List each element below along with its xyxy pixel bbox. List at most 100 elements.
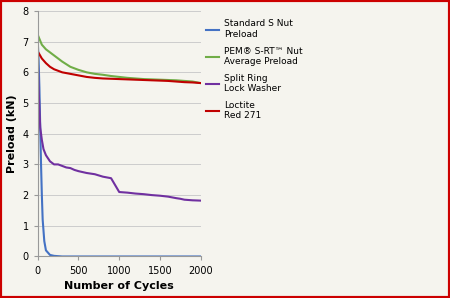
Loctite
Red 271	[76, 74, 81, 77]
Standard S Nut
Preload	[92, 255, 98, 258]
Standard S Nut
Preload	[198, 255, 203, 258]
Standard S Nut
Preload	[55, 254, 61, 258]
Loctite
Red 271	[182, 80, 187, 84]
Loctite
Red 271	[166, 79, 171, 83]
PEM® S-RT™ Nut
Average Preload	[190, 80, 195, 83]
PEM® S-RT™ Nut
Average Preload	[182, 79, 187, 83]
Loctite
Red 271	[92, 76, 98, 80]
Loctite
Red 271	[174, 80, 179, 83]
Split Ring
Lock Washer	[76, 169, 81, 173]
Split Ring
Lock Washer	[47, 159, 53, 163]
PEM® S-RT™ Nut
Average Preload	[198, 81, 203, 85]
PEM® S-RT™ Nut
Average Preload	[68, 65, 73, 69]
Split Ring
Lock Washer	[100, 175, 106, 179]
Standard S Nut
Preload	[84, 255, 90, 258]
Standard S Nut
Preload	[68, 255, 73, 258]
Split Ring
Lock Washer	[174, 196, 179, 200]
PEM® S-RT™ Nut
Average Preload	[174, 78, 179, 82]
Split Ring
Lock Washer	[36, 86, 41, 89]
Loctite
Red 271	[133, 78, 138, 81]
Standard S Nut
Preload	[157, 255, 162, 258]
Loctite
Red 271	[84, 75, 90, 79]
Split Ring
Lock Washer	[43, 153, 49, 157]
Standard S Nut
Preload	[43, 249, 49, 252]
Standard S Nut
Preload	[47, 253, 53, 257]
Loctite
Red 271	[117, 77, 122, 81]
Split Ring
Lock Washer	[182, 198, 187, 201]
Loctite
Red 271	[51, 67, 57, 71]
Standard S Nut
Preload	[133, 255, 138, 258]
Split Ring
Lock Washer	[149, 193, 154, 197]
Y-axis label: Preload (kN): Preload (kN)	[7, 94, 17, 173]
Split Ring
Lock Washer	[190, 198, 195, 202]
PEM® S-RT™ Nut
Average Preload	[157, 78, 162, 81]
Split Ring
Lock Washer	[37, 107, 42, 111]
PEM® S-RT™ Nut
Average Preload	[59, 60, 65, 63]
PEM® S-RT™ Nut
Average Preload	[39, 43, 45, 46]
PEM® S-RT™ Nut
Average Preload	[51, 54, 57, 57]
PEM® S-RT™ Nut
Average Preload	[149, 77, 154, 81]
Split Ring
Lock Washer	[41, 147, 46, 151]
Standard S Nut
Preload	[35, 40, 40, 44]
Standard S Nut
Preload	[37, 126, 43, 129]
Split Ring
Lock Washer	[198, 199, 203, 202]
Loctite
Red 271	[141, 78, 146, 82]
Split Ring
Lock Washer	[141, 193, 146, 196]
Standard S Nut
Preload	[39, 193, 45, 197]
PEM® S-RT™ Nut
Average Preload	[100, 73, 106, 77]
Legend: Standard S Nut
Preload, PEM® S-RT™ Nut
Average Preload, Split Ring
Lock Washer, : Standard S Nut Preload, PEM® S-RT™ Nut A…	[202, 16, 306, 124]
Standard S Nut
Preload	[59, 255, 65, 258]
Split Ring
Lock Washer	[166, 195, 171, 198]
PEM® S-RT™ Nut
Average Preload	[117, 75, 122, 79]
Split Ring
Lock Washer	[35, 55, 40, 59]
Split Ring
Lock Washer	[133, 192, 138, 195]
Standard S Nut
Preload	[117, 255, 122, 258]
Loctite
Red 271	[125, 77, 130, 81]
Split Ring
Lock Washer	[39, 138, 45, 142]
PEM® S-RT™ Nut
Average Preload	[133, 77, 138, 80]
Standard S Nut
Preload	[41, 239, 47, 243]
Split Ring
Lock Washer	[51, 163, 57, 166]
Split Ring
Lock Washer	[125, 191, 130, 194]
Standard S Nut
Preload	[36, 58, 41, 62]
Line: Split Ring
Lock Washer: Split Ring Lock Washer	[38, 57, 201, 201]
Split Ring
Lock Washer	[63, 166, 69, 169]
Loctite
Red 271	[100, 77, 106, 80]
Loctite
Red 271	[198, 81, 203, 85]
Loctite
Red 271	[59, 71, 65, 74]
Standard S Nut
Preload	[63, 255, 69, 258]
Line: Standard S Nut
Preload: Standard S Nut Preload	[38, 42, 201, 257]
PEM® S-RT™ Nut
Average Preload	[108, 74, 114, 78]
Loctite
Red 271	[43, 61, 49, 65]
X-axis label: Number of Cycles: Number of Cycles	[64, 281, 174, 291]
Loctite
Red 271	[149, 78, 154, 82]
Loctite
Red 271	[68, 72, 73, 76]
Split Ring
Lock Washer	[178, 197, 183, 201]
Split Ring
Lock Washer	[37, 126, 43, 129]
PEM® S-RT™ Nut
Average Preload	[92, 72, 98, 76]
PEM® S-RT™ Nut
Average Preload	[141, 77, 146, 81]
Split Ring
Lock Washer	[68, 166, 73, 170]
Split Ring
Lock Washer	[59, 164, 65, 168]
Split Ring
Lock Washer	[84, 171, 90, 175]
PEM® S-RT™ Nut
Average Preload	[76, 68, 81, 72]
Loctite
Red 271	[39, 57, 45, 60]
Standard S Nut
Preload	[37, 86, 42, 89]
Split Ring
Lock Washer	[55, 163, 61, 166]
PEM® S-RT™ Nut
Average Preload	[43, 47, 49, 51]
PEM® S-RT™ Nut
Average Preload	[35, 33, 40, 37]
PEM® S-RT™ Nut
Average Preload	[166, 78, 171, 82]
Standard S Nut
Preload	[38, 163, 44, 166]
Standard S Nut
Preload	[100, 255, 106, 258]
Loctite
Red 271	[190, 81, 195, 84]
PEM® S-RT™ Nut
Average Preload	[125, 76, 130, 80]
Loctite
Red 271	[157, 79, 162, 83]
Loctite
Red 271	[35, 50, 40, 53]
Split Ring
Lock Washer	[108, 176, 114, 180]
Line: PEM® S-RT™ Nut
Average Preload: PEM® S-RT™ Nut Average Preload	[38, 35, 201, 83]
Split Ring
Lock Washer	[157, 194, 162, 198]
Split Ring
Lock Washer	[92, 173, 98, 176]
Loctite
Red 271	[47, 65, 53, 69]
Standard S Nut
Preload	[40, 218, 45, 221]
Standard S Nut
Preload	[76, 255, 81, 258]
